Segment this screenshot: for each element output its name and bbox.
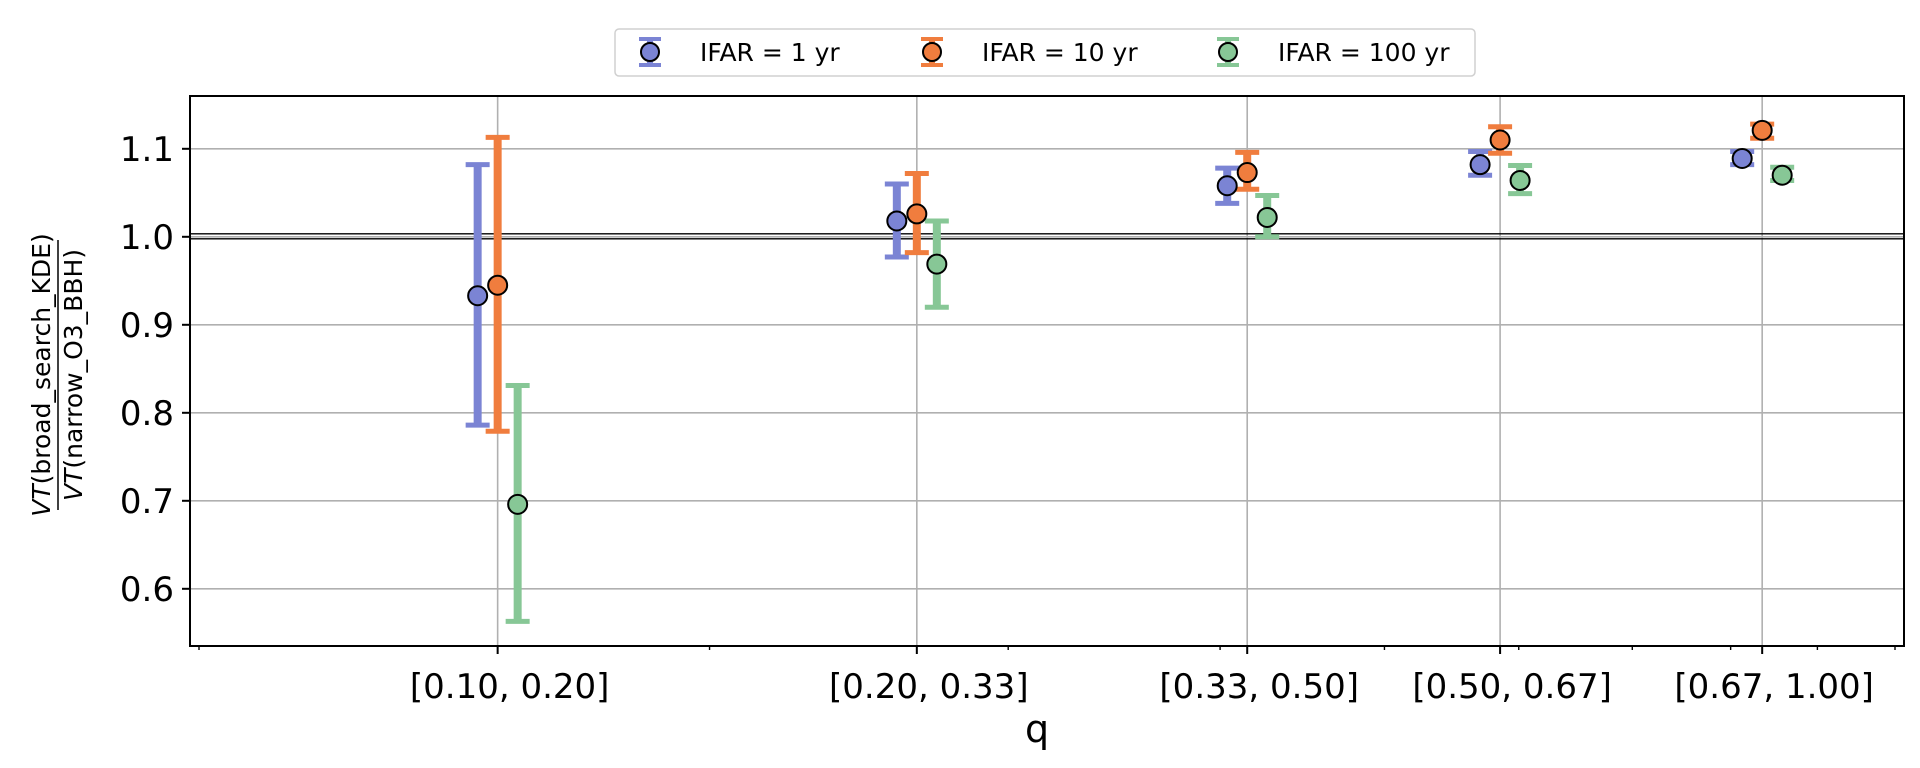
data-point	[1509, 169, 1531, 191]
y-axis-label: VT(broad_search_KDE)VT(narrow_O3_BBH)	[27, 233, 88, 516]
y-tick-label: 1.1	[120, 130, 174, 170]
data-point	[507, 493, 529, 515]
y-tick-label: 0.9	[120, 306, 174, 346]
y-tick-label: 0.7	[120, 482, 174, 522]
data-point	[1236, 162, 1258, 184]
y-label-numerator: VT(broad_search_KDE)	[27, 233, 56, 516]
data-point	[1216, 175, 1238, 197]
x-tick-label: [0.20, 0.33]	[829, 667, 1029, 707]
x-tick-label: [0.10, 0.20]	[410, 667, 610, 707]
legend-box	[614, 28, 1476, 77]
data-marks	[465, 119, 1795, 624]
y-label-denominator: VT(narrow_O3_BBH)	[59, 249, 88, 501]
legend-label: IFAR = 10 yr	[982, 38, 1138, 67]
x-tick-label: [0.67, 1.00]	[1674, 667, 1874, 707]
data-point	[1256, 206, 1278, 228]
data-point	[886, 210, 908, 232]
y-tick-label: 0.6	[120, 570, 174, 610]
plot-frame	[189, 95, 1905, 647]
data-point	[467, 285, 489, 307]
legend-marker	[1218, 42, 1238, 62]
y-tick-label: 0.8	[120, 394, 174, 434]
grid-lines	[190, 96, 1904, 646]
data-point	[487, 274, 509, 296]
legend-entry: IFAR = 10 yr	[921, 37, 1138, 67]
data-point	[1469, 154, 1491, 176]
axis-ticks: 0.6 0.7 0.8 0.9 1.0 1.1 [0.10, 0.20] [0.20, 0.3…	[120, 130, 1896, 707]
legend-entry: IFAR = 1 yr	[639, 37, 840, 67]
legend: IFAR = 1 yr IFAR = 10 yr IFAR = 100 yr	[614, 28, 1476, 77]
data-point	[926, 253, 948, 275]
legend-entry: IFAR = 100 yr	[1217, 37, 1450, 67]
x-axis-label: q	[1025, 707, 1049, 751]
data-point	[1771, 164, 1793, 186]
data-point	[1731, 147, 1753, 169]
x-tick-label: [0.50, 0.67]	[1412, 667, 1612, 707]
legend-label: IFAR = 100 yr	[1278, 38, 1450, 67]
legend-marker	[922, 42, 942, 62]
y-tick-label: 1.0	[120, 218, 174, 258]
legend-marker	[640, 42, 660, 62]
x-tick-label: [0.33, 0.50]	[1159, 667, 1359, 707]
data-point	[906, 203, 928, 225]
data-point	[1751, 119, 1773, 141]
legend-label: IFAR = 1 yr	[700, 38, 840, 67]
data-point	[1489, 129, 1511, 151]
